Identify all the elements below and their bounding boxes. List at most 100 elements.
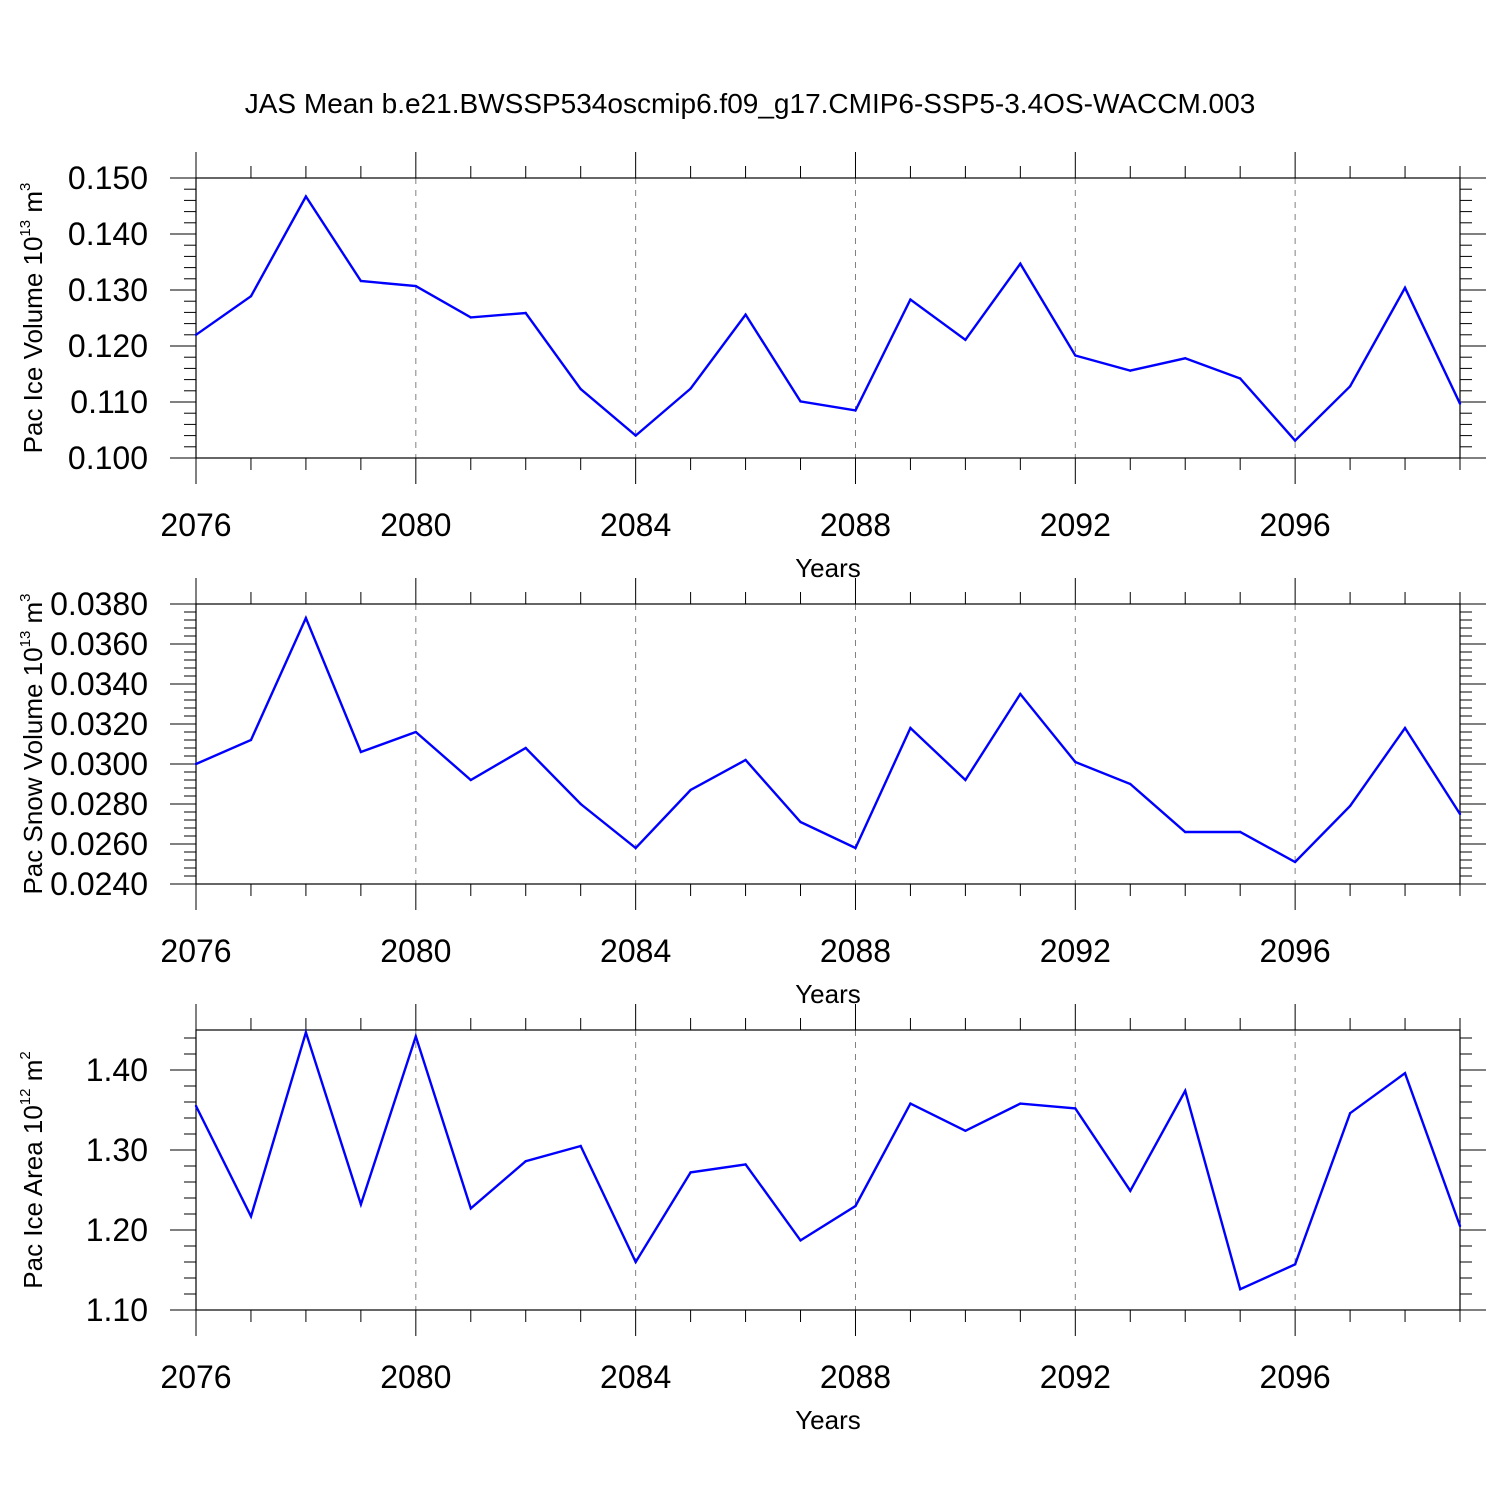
y-tick-label: 0.120 — [68, 328, 148, 364]
data-point — [579, 387, 582, 391]
data-point — [909, 726, 912, 730]
data-point — [304, 195, 308, 198]
data-point — [249, 294, 253, 298]
y-tick-label: 1.40 — [86, 1052, 148, 1088]
data-point — [689, 387, 692, 390]
data-point — [799, 820, 802, 824]
data-point — [1074, 760, 1077, 764]
y-axis-title: Pac Ice Area 1012 m2 — [17, 1051, 48, 1288]
data-point — [194, 333, 198, 336]
data-point — [1348, 385, 1352, 388]
x-tick-label: 2096 — [1260, 1359, 1331, 1395]
data-point — [1019, 262, 1022, 265]
data-point — [469, 316, 472, 319]
data-point — [799, 400, 802, 403]
data-point — [249, 738, 253, 742]
data-point — [1184, 830, 1187, 834]
x-tick-label: 2088 — [820, 933, 891, 969]
data-point — [304, 1031, 308, 1034]
x-tick-label: 2088 — [820, 507, 891, 543]
x-tick-label: 2092 — [1040, 1359, 1111, 1395]
y-tick-label: 1.10 — [86, 1292, 148, 1328]
data-point — [1074, 1107, 1077, 1110]
data-point — [634, 1260, 637, 1264]
data-point — [579, 802, 582, 806]
data-point — [414, 730, 418, 734]
data-point — [414, 1035, 418, 1038]
data-point — [194, 762, 198, 766]
plot-frame — [195, 177, 1461, 459]
x-axis-title: Years — [795, 979, 861, 1009]
data-point — [1293, 860, 1297, 864]
y-axis-title-unit: m — [18, 602, 48, 631]
data-point — [799, 1239, 802, 1242]
y-tick-label: 0.100 — [68, 440, 148, 476]
data-point — [854, 1204, 857, 1208]
data-point — [249, 1215, 253, 1218]
y-tick-label: 0.0260 — [50, 826, 148, 862]
y-tick-label: 0.130 — [68, 272, 148, 308]
y-tick-label: 0.0320 — [50, 706, 148, 742]
x-tick-label: 2092 — [1040, 507, 1111, 543]
data-point — [744, 313, 747, 316]
x-tick-label: 2076 — [160, 507, 231, 543]
data-point — [909, 1102, 912, 1105]
data-point — [1293, 1263, 1297, 1266]
data-point — [1293, 439, 1297, 442]
data-point — [1129, 1189, 1132, 1193]
data-point — [469, 778, 472, 782]
y-axis-title-unit-exponent: 3 — [17, 593, 34, 601]
chart-panel-3: 1.10 1.20 1.30 1.40 2076 2080 2084 2088 2092 2096… — [17, 1004, 1486, 1435]
data-point — [1019, 1102, 1022, 1105]
data-point — [1129, 782, 1132, 786]
data-point — [689, 1171, 692, 1174]
x-tick-label: 2080 — [380, 933, 451, 969]
y-axis-title: Pac Snow Volume 1013 m3 — [17, 593, 48, 894]
data-point — [854, 409, 857, 412]
data-point — [689, 788, 692, 792]
y-axis-title-base: Pac Ice Volume 10 — [18, 237, 48, 454]
data-point — [1184, 1089, 1187, 1093]
y-tick-label: 1.20 — [86, 1212, 148, 1248]
data-point — [1184, 357, 1187, 360]
y-tick-label: 0.0300 — [50, 746, 148, 782]
data-point — [304, 616, 308, 620]
x-axis-title: Years — [795, 1405, 861, 1435]
x-tick-label: 2084 — [600, 507, 671, 543]
y-tick-label: 0.0240 — [50, 866, 148, 902]
y-tick-label: 0.150 — [68, 160, 148, 196]
y-axis-title-base: Pac Snow Volume 10 — [18, 647, 48, 894]
x-tick-label: 2076 — [160, 933, 231, 969]
data-point — [744, 758, 747, 762]
chart-panel-1: 0.100 0.110 0.120 0.130 0.140 0.150 2076 2080 20… — [17, 152, 1486, 583]
plot-frame — [195, 1029, 1461, 1311]
x-axis-title: Years — [795, 553, 861, 583]
series-line — [194, 1028, 1462, 1291]
data-point — [1348, 1112, 1352, 1115]
y-axis-title-exponent: 12 — [17, 1088, 34, 1105]
data-point — [1403, 726, 1407, 730]
x-tick-label: 2080 — [380, 1359, 451, 1395]
data-point — [1238, 830, 1242, 834]
data-point — [194, 1104, 198, 1108]
data-point — [1458, 1224, 1462, 1228]
series-line — [195, 194, 1462, 443]
data-point — [964, 1129, 967, 1133]
y-axis-title-unit-exponent: 2 — [17, 1051, 34, 1059]
data-point — [359, 750, 363, 754]
data-point — [469, 1207, 472, 1210]
x-tick-label: 2096 — [1260, 933, 1331, 969]
plot-frame — [195, 603, 1461, 885]
data-point — [359, 279, 363, 283]
data-point — [579, 1144, 582, 1148]
x-tick-label: 2084 — [600, 1359, 671, 1395]
data-point — [964, 338, 967, 342]
data-point — [634, 434, 637, 437]
data-point — [414, 284, 418, 288]
y-axis-title-exponent: 13 — [17, 220, 34, 237]
data-point — [1458, 812, 1462, 816]
data-point — [634, 846, 637, 850]
data-point — [1348, 804, 1352, 808]
